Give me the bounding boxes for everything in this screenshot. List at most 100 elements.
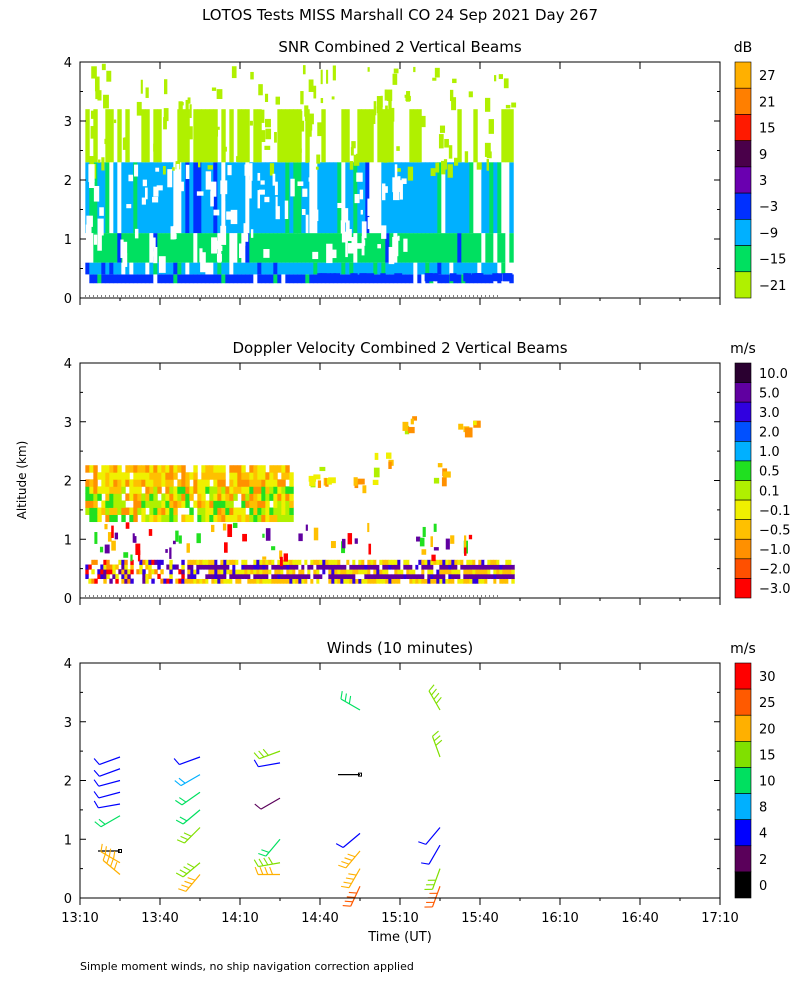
doppler-cell — [277, 507, 282, 515]
doppler-cell — [135, 543, 141, 555]
doppler-cell — [373, 573, 377, 580]
doppler-cell — [289, 564, 293, 570]
doppler-cell — [253, 465, 258, 473]
snr-gap — [301, 208, 306, 215]
doppler-cell — [343, 559, 347, 565]
snr-cell — [321, 233, 326, 263]
snr-cell — [113, 274, 118, 284]
snr-cell — [305, 155, 309, 163]
wind-barb — [94, 815, 121, 828]
doppler-cell — [397, 578, 401, 584]
doppler-cell — [379, 573, 383, 580]
snr-cell — [277, 233, 282, 263]
colorbar-label: 27 — [759, 69, 776, 84]
doppler-cell — [269, 514, 274, 523]
snr-cell — [505, 162, 510, 234]
snr-cell — [288, 130, 294, 140]
doppler-cell — [439, 578, 443, 584]
doppler-cell — [457, 573, 461, 580]
snr-cell — [501, 109, 506, 163]
snr-cell — [449, 273, 457, 282]
doppler-cell — [201, 514, 206, 523]
doppler-cell — [233, 507, 238, 515]
doppler-cell — [415, 573, 419, 580]
snr-gap — [185, 164, 190, 179]
snr-cell — [463, 273, 472, 282]
doppler-cell — [322, 573, 326, 580]
doppler-cell — [450, 535, 455, 544]
snr-gap — [167, 169, 173, 188]
snr-gap — [199, 248, 203, 263]
doppler-cell — [145, 500, 150, 508]
doppler-cell — [358, 559, 362, 565]
doppler-cell — [310, 559, 314, 565]
doppler-cell — [493, 559, 497, 565]
doppler-cell — [340, 559, 344, 565]
snr-cell — [509, 262, 514, 275]
colorbar-swatch — [734, 61, 752, 89]
doppler-panel: Doppler Velocity Combined 2 Vertical Bea… — [64, 339, 791, 607]
doppler-cell — [217, 486, 222, 494]
doppler-cell — [295, 569, 299, 575]
doppler-cell — [129, 465, 134, 473]
doppler-cell — [265, 514, 270, 523]
doppler-cell — [325, 564, 329, 570]
doppler-cell — [493, 578, 497, 584]
snr-cell — [409, 262, 414, 275]
snr-cell — [461, 262, 466, 275]
doppler-cell — [265, 569, 269, 575]
doppler-cell — [142, 573, 146, 580]
snr-cell — [109, 109, 114, 163]
wind-barb-feather — [418, 841, 427, 845]
doppler-cell — [112, 569, 116, 575]
doppler-cell — [211, 578, 215, 584]
doppler-cell — [256, 578, 260, 584]
doppler-cell — [328, 569, 332, 575]
doppler-cell — [430, 573, 434, 580]
snr-cell — [225, 262, 230, 275]
doppler-cell — [190, 573, 194, 580]
doppler-cell — [397, 559, 401, 565]
doppler-cell — [372, 479, 379, 486]
snr-cell — [454, 157, 459, 166]
doppler-cell — [217, 465, 222, 473]
snr-cell — [489, 162, 494, 234]
doppler-cell — [502, 573, 506, 580]
doppler-cell — [229, 569, 233, 575]
doppler-cell — [310, 578, 314, 584]
wind-barb-shaft — [182, 809, 201, 825]
doppler-cell — [253, 493, 258, 501]
wind-barb-shaft — [185, 874, 201, 892]
doppler-cell — [209, 507, 214, 515]
wind-barb-feather — [428, 684, 435, 692]
doppler-cell — [310, 569, 314, 575]
doppler-cell — [100, 564, 104, 570]
doppler-cell — [217, 472, 222, 480]
doppler-cell — [285, 500, 290, 508]
wind-barb-shaft — [350, 885, 361, 907]
doppler-cell — [353, 477, 358, 486]
doppler-cell — [511, 573, 515, 580]
doppler-cell — [213, 507, 218, 515]
doppler-cell — [157, 465, 162, 473]
snr-cell — [165, 274, 170, 284]
colorbar-swatch — [734, 362, 752, 383]
doppler-cell — [189, 493, 194, 501]
doppler-cell — [187, 559, 191, 565]
doppler-cell — [310, 564, 314, 570]
doppler-cell — [181, 472, 186, 480]
snr-cell — [357, 262, 362, 275]
wind-barb-feather — [253, 859, 259, 867]
wind-barb-shaft — [184, 827, 201, 844]
snr-cell — [221, 162, 226, 234]
doppler-cell — [464, 535, 467, 548]
snr-cell — [121, 162, 126, 234]
snr-gap — [89, 180, 95, 189]
snr-cell — [369, 110, 376, 125]
doppler-cell — [457, 578, 461, 584]
doppler-cell — [226, 578, 230, 584]
doppler-panel-title: Doppler Velocity Combined 2 Vertical Bea… — [232, 339, 567, 357]
wind-barb — [173, 756, 201, 766]
doppler-cell — [137, 479, 142, 487]
doppler-cell — [103, 569, 107, 575]
